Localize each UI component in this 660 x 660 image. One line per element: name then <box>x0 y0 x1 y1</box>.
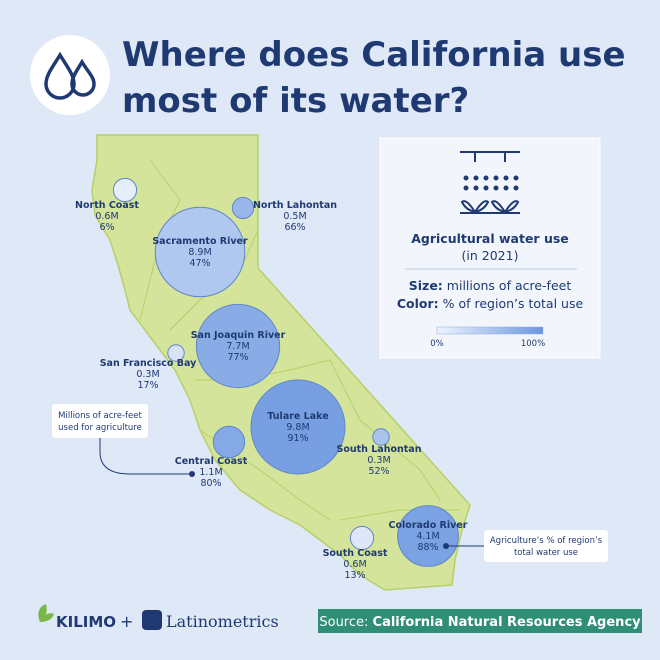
source-box <box>318 609 642 633</box>
title-line: most of its water? <box>122 81 469 121</box>
region-bubble <box>349 525 375 551</box>
region-name: San Joaquin River <box>191 330 286 341</box>
region-name: San Francisco Bay <box>100 358 197 369</box>
brand-right: Latinometrics <box>166 612 279 631</box>
region-value: 0.3M <box>136 369 159 380</box>
annotation-text: total water use <box>514 548 578 558</box>
leader <box>99 438 192 475</box>
region-share: 17% <box>137 380 158 391</box>
region-value: 7.7M <box>226 341 249 352</box>
latinometrics-logo <box>142 610 162 630</box>
leader-dot <box>443 543 449 549</box>
region-value: 4.1M <box>416 531 439 542</box>
region-value: 1.1M <box>199 467 222 478</box>
region-name: South Coast <box>323 548 388 559</box>
source-text: California Natural Resources Agency <box>373 615 642 630</box>
region-share: 91% <box>287 433 308 444</box>
region-share: 80% <box>200 478 221 489</box>
region-share: 52% <box>368 466 389 477</box>
size-text: millions of acre-feet <box>447 278 572 293</box>
legend-title: Agricultural water use <box>411 231 569 246</box>
region-value: 0.6M <box>343 559 366 570</box>
region-name: Sacramento River <box>152 236 248 247</box>
region-value: 0.6M <box>95 211 118 222</box>
color-text: % of region’s total use <box>443 296 584 311</box>
region-value: 0.5M <box>283 211 306 222</box>
region-bubble <box>195 303 281 389</box>
region-share: 88% <box>417 542 438 553</box>
scale-min: 0% <box>430 339 444 349</box>
annotation-box <box>484 530 608 562</box>
color-key: Color: <box>397 296 439 311</box>
legend-size: Size: millions of acre-feet <box>409 278 572 293</box>
source: Source: California Natural Resources Age… <box>319 615 641 630</box>
legend-subtitle: (in 2021) <box>462 248 519 263</box>
sprinkler-icon <box>460 151 520 214</box>
region-value: 8.9M <box>188 247 211 258</box>
source-key: Source: <box>319 615 368 630</box>
region-bubble <box>154 206 246 298</box>
color-scale <box>436 326 544 335</box>
region-bubble <box>212 425 246 459</box>
drops-icon <box>44 51 96 100</box>
legend-box <box>379 137 601 359</box>
region-bubble <box>372 428 390 446</box>
region-name: South Lahontan <box>337 444 422 455</box>
region-share: 13% <box>344 570 365 581</box>
region-name: Colorado River <box>389 520 468 531</box>
annotation-text: Agriculture’s % of region’s <box>490 536 603 546</box>
region-name: Central Coast <box>175 456 248 467</box>
region-share: 77% <box>227 352 248 363</box>
brand-left: KILIMO <box>56 613 116 631</box>
region-share: 66% <box>284 222 305 233</box>
leader-dot <box>189 471 195 477</box>
annotation-text: Millions of acre-feet <box>58 411 142 421</box>
scale-max: 100% <box>521 339 545 349</box>
region-bubble <box>250 379 346 475</box>
size-key: Size: <box>409 278 443 293</box>
region-bubble <box>231 196 255 220</box>
plus: + <box>120 612 133 631</box>
region-bubble <box>112 177 138 203</box>
annotation-box <box>52 404 148 438</box>
annotation-text: used for agriculture <box>58 423 142 433</box>
region-share: 6% <box>99 222 114 233</box>
region-name: North Lahontan <box>253 200 337 211</box>
region-name: Tulare Lake <box>267 411 328 422</box>
region-name: North Coast <box>75 200 139 211</box>
kilimo-logo <box>38 604 54 622</box>
legend-color: Color: % of region’s total use <box>397 296 584 311</box>
region-share: 47% <box>189 258 210 269</box>
icon-bg <box>30 35 110 115</box>
region-bubble <box>167 344 185 362</box>
region-value: 9.8M <box>286 422 309 433</box>
title-line: Where does California use <box>122 35 626 75</box>
region-bubble <box>397 505 459 567</box>
region-value: 0.3M <box>367 455 390 466</box>
